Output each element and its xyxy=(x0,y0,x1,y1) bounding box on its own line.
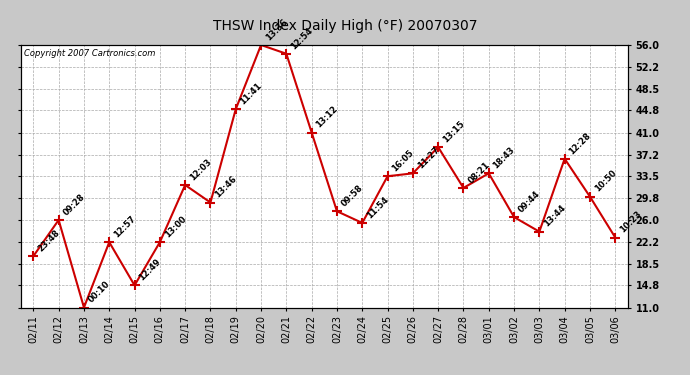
Text: 09:28: 09:28 xyxy=(61,192,86,217)
Text: 12:54: 12:54 xyxy=(289,26,315,51)
Text: 23:48: 23:48 xyxy=(36,228,61,254)
Text: 12:28: 12:28 xyxy=(567,131,593,156)
Text: 11:54: 11:54 xyxy=(365,195,391,220)
Text: 10:23: 10:23 xyxy=(618,210,643,235)
Text: Copyright 2007 Cartronics.com: Copyright 2007 Cartronics.com xyxy=(23,49,155,58)
Text: 13:46: 13:46 xyxy=(213,174,239,200)
Text: 13:15: 13:15 xyxy=(441,119,466,144)
Text: 11:27: 11:27 xyxy=(415,145,441,171)
Text: 13:44: 13:44 xyxy=(542,204,567,229)
Text: 12:03: 12:03 xyxy=(188,157,213,182)
Text: 13:00: 13:00 xyxy=(163,214,188,239)
Text: 18:43: 18:43 xyxy=(491,146,517,171)
Text: 13:36: 13:36 xyxy=(264,17,289,42)
Text: 09:44: 09:44 xyxy=(517,189,542,214)
Text: 11:41: 11:41 xyxy=(239,81,264,106)
Text: 16:05: 16:05 xyxy=(391,148,415,174)
Text: 12:49: 12:49 xyxy=(137,257,163,282)
Text: 12:57: 12:57 xyxy=(112,214,137,239)
Text: 09:58: 09:58 xyxy=(339,183,365,209)
Text: 13:12: 13:12 xyxy=(315,105,339,130)
Text: 00:10: 00:10 xyxy=(87,280,112,305)
Text: 08:21: 08:21 xyxy=(466,160,491,185)
Text: THSW Index Daily High (°F) 20070307: THSW Index Daily High (°F) 20070307 xyxy=(213,19,477,33)
Text: 10:50: 10:50 xyxy=(593,169,618,194)
